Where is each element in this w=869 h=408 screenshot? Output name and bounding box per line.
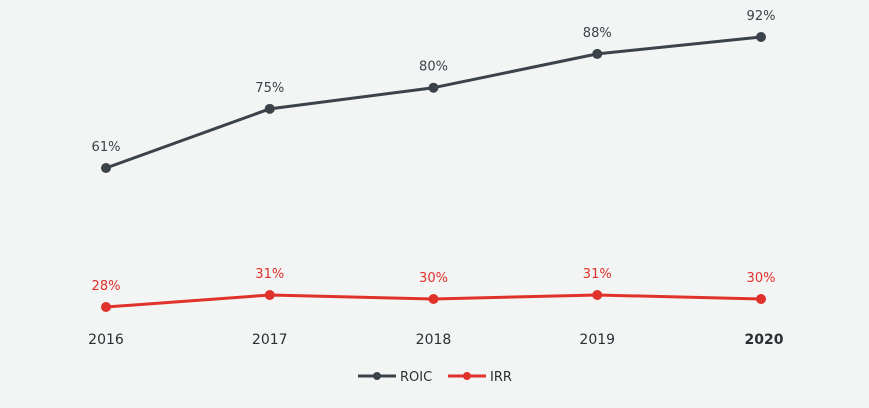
legend-label-irr: IRR bbox=[490, 370, 512, 385]
irr-point-2019 bbox=[592, 290, 603, 300]
roic-data-label-2016: 61% bbox=[92, 140, 121, 155]
irr-point-2016 bbox=[101, 302, 111, 312]
legend-item-irr: IRR bbox=[448, 370, 512, 385]
roic-data-label-2018: 80% bbox=[419, 60, 448, 75]
roic-point-2020 bbox=[756, 32, 766, 42]
x-tick-label-2017: 2017 bbox=[252, 332, 288, 348]
legend-item-roic: ROIC bbox=[358, 370, 432, 385]
irr-point-2018 bbox=[428, 294, 439, 304]
roic-data-label-2019: 88% bbox=[583, 26, 612, 41]
legend-swatch-marker-roic bbox=[373, 372, 381, 380]
x-axis-ticks: 2016 2017 2018 2019 2020 bbox=[88, 332, 784, 348]
legend-swatch-marker-irr bbox=[463, 372, 471, 380]
x-tick-label-2018: 2018 bbox=[416, 332, 452, 348]
roic-data-label-2017: 75% bbox=[255, 81, 284, 96]
irr-point-2017 bbox=[264, 290, 275, 300]
irr-data-label-2016: 28% bbox=[92, 279, 121, 294]
irr-data-label-2018: 30% bbox=[419, 271, 448, 286]
roic-point-2017 bbox=[264, 103, 275, 114]
roic-point-2016 bbox=[101, 163, 111, 173]
data-labels-layer: 61% 75% 80% 88% 92% 28% 31% 30% 31% 30% bbox=[92, 9, 776, 294]
series-layer bbox=[101, 32, 766, 312]
roic-point-2019 bbox=[592, 48, 603, 59]
legend: ROIC IRR bbox=[358, 370, 512, 385]
irr-data-label-2019: 31% bbox=[583, 267, 612, 282]
x-tick-label-2019: 2019 bbox=[579, 332, 615, 348]
irr-point-2020 bbox=[756, 294, 766, 304]
irr-data-label-2017: 31% bbox=[255, 267, 284, 282]
irr-data-label-2020: 30% bbox=[747, 271, 776, 286]
legend-label-roic: ROIC bbox=[400, 370, 432, 385]
x-tick-label-2016: 2016 bbox=[88, 332, 124, 348]
roic-series-line bbox=[104, 35, 763, 170]
roic-point-2018 bbox=[428, 82, 439, 93]
roic-data-label-2020: 92% bbox=[747, 9, 776, 24]
x-tick-label-2020: 2020 bbox=[745, 332, 784, 348]
